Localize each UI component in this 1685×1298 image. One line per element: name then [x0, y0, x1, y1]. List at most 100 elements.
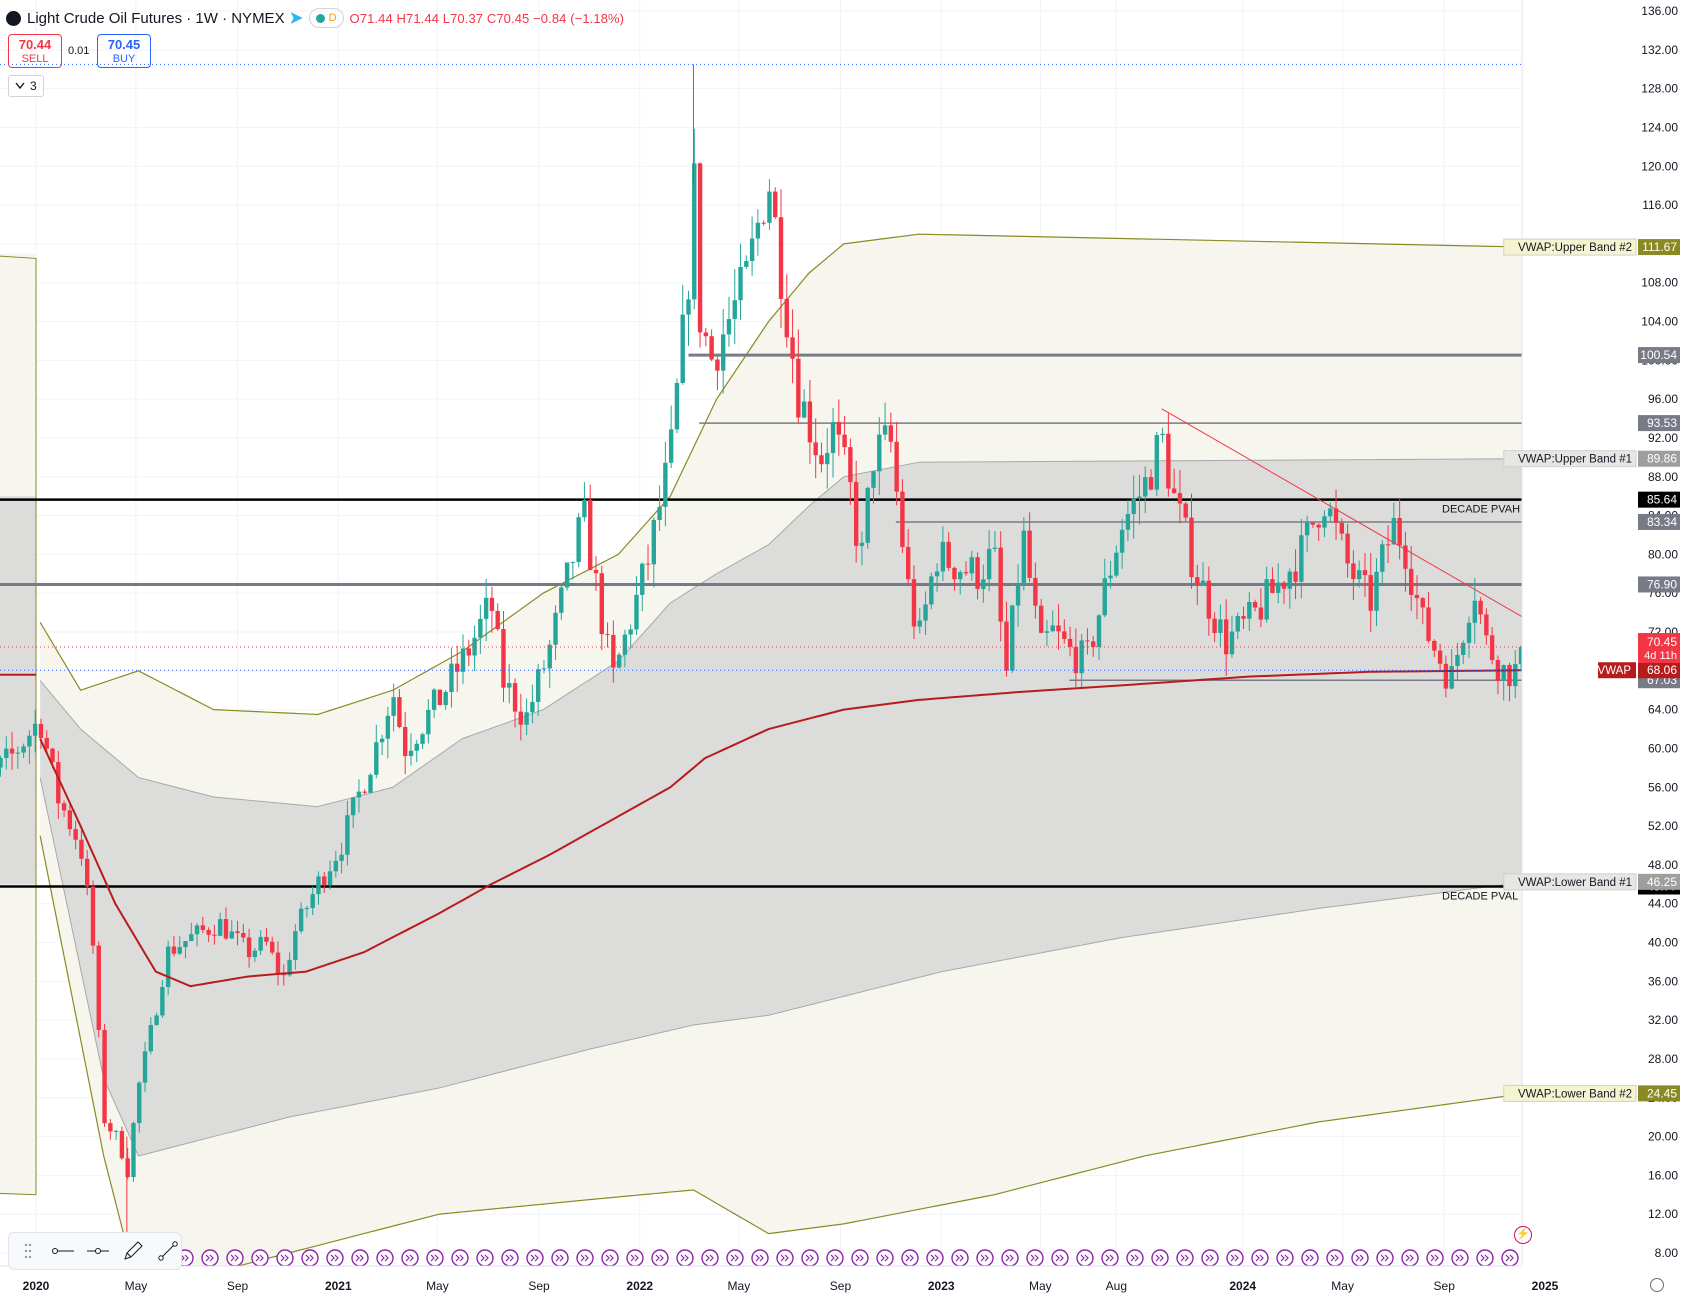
event-marker-glyph	[1180, 1254, 1189, 1262]
candle	[1114, 545, 1119, 578]
price-tick-label: 136.00	[1641, 4, 1678, 18]
candle	[333, 850, 339, 878]
candle-body	[281, 974, 286, 976]
candle	[553, 605, 558, 660]
event-marker-icon	[251, 1249, 269, 1266]
event-marker-icon	[501, 1249, 519, 1266]
candle	[501, 611, 506, 703]
band-value-bg	[1638, 1085, 1680, 1102]
time-axis-bg	[0, 1266, 1685, 1298]
candle	[732, 269, 737, 344]
candle-body	[333, 860, 339, 872]
candle-body	[1518, 647, 1522, 665]
candle	[125, 1147, 130, 1180]
candle-body	[1328, 508, 1333, 517]
candle	[131, 1121, 136, 1182]
event-marker-icon	[676, 1249, 694, 1266]
candle-body	[865, 487, 870, 543]
candle	[576, 512, 581, 568]
candle-body	[270, 941, 275, 953]
band-name: VWAP:Lower Band #2	[1518, 1088, 1632, 1100]
status-pill[interactable]: D	[308, 8, 344, 28]
candle	[611, 620, 616, 683]
buy-button[interactable]: 70.45 BUY	[97, 34, 151, 68]
candle-body	[663, 462, 668, 507]
candle	[1258, 588, 1264, 628]
candle	[102, 1023, 107, 1127]
candle-body	[1195, 577, 1200, 586]
candle-body	[929, 576, 934, 605]
candle-body	[374, 742, 379, 775]
pencil-icon[interactable]	[121, 1238, 146, 1264]
candle-body	[1351, 563, 1356, 580]
sell-button[interactable]: 70.44 SELL	[8, 34, 62, 68]
candle	[4, 736, 9, 770]
lightning-icon[interactable]: ⚡	[1514, 1226, 1532, 1244]
time-tick-label: Aug	[1106, 1279, 1127, 1293]
horizontal-ray-icon[interactable]	[50, 1238, 75, 1264]
value-tag-bg	[1638, 513, 1680, 530]
event-marker-glyph	[755, 1254, 764, 1262]
drag-handle-icon[interactable]	[15, 1238, 40, 1264]
candle-body	[1513, 664, 1518, 687]
last-price-bg	[1638, 633, 1680, 664]
candle-body	[1062, 631, 1067, 639]
candle-body	[773, 191, 778, 218]
candle-body	[21, 746, 26, 753]
candle	[530, 684, 535, 724]
candle-body	[339, 854, 344, 861]
event-marker-glyph	[1080, 1254, 1089, 1262]
candle-body	[975, 557, 980, 589]
event-marker-icon	[476, 1249, 494, 1266]
candle-body	[32, 723, 38, 736]
candle	[969, 550, 974, 581]
event-marker-glyph	[1305, 1254, 1314, 1262]
chevron-down-icon	[15, 82, 25, 90]
settings-icon[interactable]	[1650, 1278, 1664, 1292]
event-marker-glyph	[830, 1254, 839, 1262]
candle	[431, 688, 437, 719]
candle	[194, 923, 200, 947]
event-marker-icon	[876, 1249, 894, 1266]
candle	[593, 556, 599, 591]
candle	[1235, 612, 1240, 640]
candle	[1137, 474, 1142, 525]
candle	[663, 441, 668, 527]
candle-body	[1223, 619, 1229, 655]
candle-body	[813, 442, 818, 456]
candle	[38, 718, 44, 749]
event-marker-icon	[1251, 1249, 1269, 1266]
trend-line-icon[interactable]	[156, 1238, 181, 1264]
candle	[1304, 515, 1310, 553]
event-marker-glyph	[1255, 1254, 1264, 1262]
band-value: 89.86	[1647, 452, 1677, 466]
candle	[616, 652, 622, 669]
event-marker-icon	[301, 1249, 319, 1266]
prior-vwap-inner-band	[0, 496, 36, 885]
candle-body	[0, 757, 3, 768]
candle-body	[1206, 580, 1212, 619]
candle-body	[969, 557, 974, 574]
candle	[472, 625, 477, 672]
indicators-toggle[interactable]: 3	[8, 75, 44, 97]
candle	[911, 565, 917, 639]
candle-body	[1489, 635, 1495, 661]
candle	[241, 923, 246, 943]
event-marker-glyph	[1155, 1254, 1164, 1262]
candle	[981, 564, 986, 603]
candle	[784, 274, 789, 348]
candle-body	[778, 217, 784, 299]
value-tag-bg	[1638, 415, 1680, 432]
candle	[825, 428, 830, 489]
candle-body	[1143, 477, 1148, 497]
candle-body	[252, 950, 258, 958]
candle	[518, 693, 524, 741]
candle	[709, 329, 714, 362]
time-tick-label: May	[125, 1279, 148, 1293]
horizontal-line-icon[interactable]	[85, 1238, 110, 1264]
candle-body	[657, 506, 662, 520]
event-marker-icon	[1226, 1249, 1244, 1266]
symbol-title[interactable]: Light Crude Oil Futures · 1W · NYMEX	[27, 9, 285, 27]
candle	[1356, 560, 1362, 588]
